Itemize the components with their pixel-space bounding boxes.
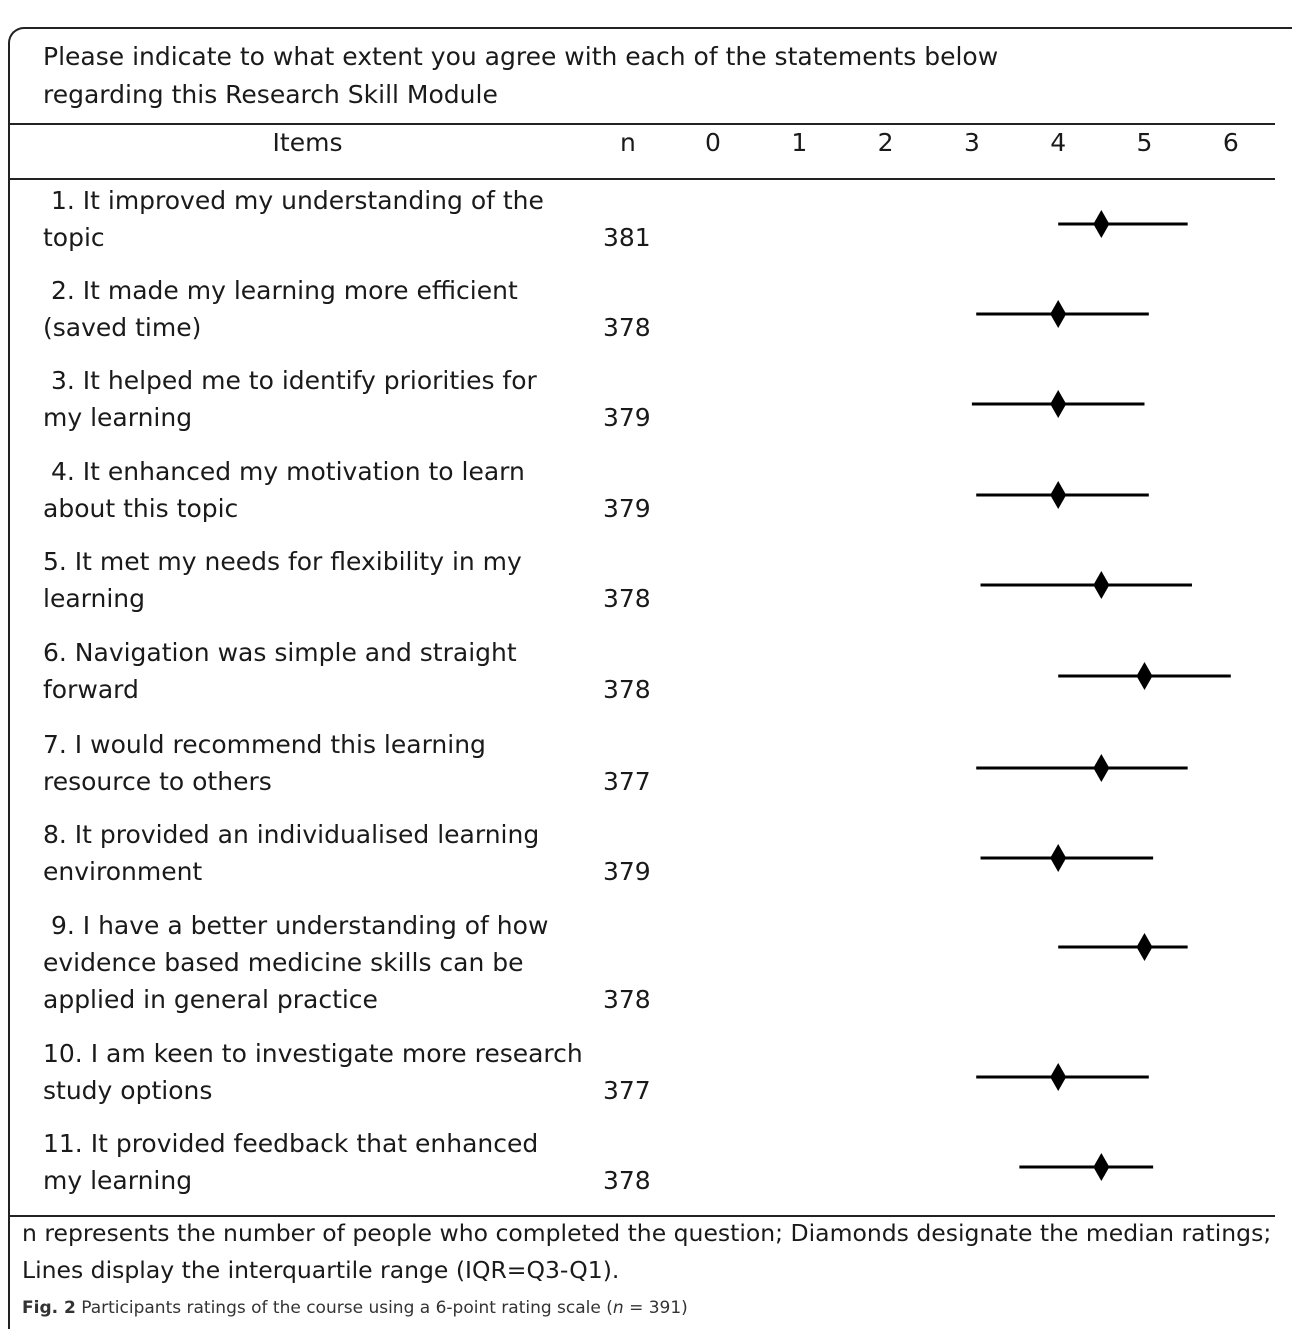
item-label-line: 3. It helped me to identify priorities f… bbox=[43, 366, 537, 395]
median-diamond bbox=[1136, 933, 1153, 961]
table-bottom-rule bbox=[10, 1215, 1275, 1217]
median-diamond bbox=[1050, 481, 1067, 509]
item-label-line: 9. I have a better understanding of how bbox=[43, 911, 549, 940]
caption-label: Fig. 2 bbox=[22, 1298, 76, 1318]
item-label: 1. It improved my understanding of the to… bbox=[43, 182, 603, 256]
item-label-line: 4. It enhanced my motivation to learn bbox=[43, 457, 525, 486]
x-tick-label: 3 bbox=[963, 128, 980, 157]
item-label-line: applied in general practice bbox=[43, 985, 378, 1014]
item-label-line: my learning bbox=[43, 403, 193, 432]
item-label-line: evidence based medicine skills can be bbox=[43, 948, 524, 977]
x-tick-label: 1 bbox=[791, 128, 808, 157]
item-label-line: resource to others bbox=[43, 767, 272, 796]
item-label: 7. I would recommend this learning resour… bbox=[43, 726, 603, 800]
item-label: 8. It provided an individualised learnin… bbox=[43, 816, 603, 890]
x-tick-label: 6 bbox=[1222, 128, 1239, 157]
median-diamond bbox=[1050, 390, 1067, 418]
item-label-line: 5. It met my needs for flexibility in my bbox=[43, 547, 522, 576]
item-label: 11. It provided feedback that enhanced my… bbox=[43, 1125, 603, 1199]
caption-text-post: = 391) bbox=[623, 1298, 688, 1318]
footnote-line-2: Lines display the interquartile range (I… bbox=[22, 1256, 620, 1284]
caption-n-symbol: n bbox=[612, 1298, 624, 1318]
item-n-value: 378 bbox=[603, 313, 651, 342]
figure-caption: Fig. 2 Participants ratings of the cours… bbox=[22, 1296, 688, 1320]
x-tick-label: 2 bbox=[877, 128, 894, 157]
footnote-line-1: n represents the number of people who co… bbox=[22, 1219, 1272, 1247]
item-label-line: study options bbox=[43, 1076, 213, 1105]
item-label-line: learning bbox=[43, 584, 145, 613]
item-n-value: 378 bbox=[603, 675, 651, 704]
median-diamond bbox=[1136, 662, 1153, 690]
item-label: 9. I have a better understanding of how e… bbox=[43, 907, 603, 1018]
item-label: 5. It met my needs for flexibility in my… bbox=[43, 543, 603, 617]
item-label: 10. I am keen to investigate more resear… bbox=[43, 1035, 603, 1109]
intro-line-1: Please indicate to what extent you agree… bbox=[43, 42, 999, 71]
median-diamond bbox=[1050, 300, 1067, 328]
item-n-value: 378 bbox=[603, 584, 651, 613]
median-diamond bbox=[1050, 844, 1067, 872]
figure-frame bbox=[8, 27, 1292, 1329]
item-n-value: 379 bbox=[603, 403, 651, 432]
header-bottom-rule bbox=[10, 178, 1275, 180]
item-label-line: 10. I am keen to investigate more resear… bbox=[43, 1039, 583, 1068]
median-diamond bbox=[1093, 210, 1110, 238]
item-label: 4. It enhanced my motivation to learn abo… bbox=[43, 453, 603, 527]
median-diamond bbox=[1093, 754, 1110, 782]
item-n-value: 377 bbox=[603, 767, 651, 796]
x-tick-label: 4 bbox=[1050, 128, 1067, 157]
item-label-line: 2. It made my learning more efficient bbox=[43, 276, 518, 305]
item-label-line: 6. Navigation was simple and straight bbox=[43, 638, 517, 667]
items-column-header: Items bbox=[272, 128, 343, 157]
n-column-header: n bbox=[620, 128, 636, 157]
item-label: 2. It made my learning more efficient (sa… bbox=[43, 272, 603, 346]
median-diamond bbox=[1050, 1063, 1067, 1091]
item-n-value: 378 bbox=[603, 985, 651, 1014]
item-label-line: my learning bbox=[43, 1166, 193, 1195]
item-label-line: 1. It improved my understanding of the bbox=[43, 186, 544, 215]
x-tick-label: 0 bbox=[705, 128, 721, 157]
header-top-rule bbox=[10, 123, 1275, 125]
item-label: 6. Navigation was simple and straight for… bbox=[43, 634, 603, 708]
item-label-line: forward bbox=[43, 675, 139, 704]
item-label: 3. It helped me to identify priorities f… bbox=[43, 362, 603, 436]
intro-line-2: regarding this Research Skill Module bbox=[43, 80, 498, 109]
item-n-value: 381 bbox=[603, 223, 651, 252]
item-label-line: 7. I would recommend this learning bbox=[43, 730, 486, 759]
item-label-line: (saved time) bbox=[43, 313, 202, 342]
item-label-line: environment bbox=[43, 857, 203, 886]
item-n-value: 379 bbox=[603, 494, 651, 523]
item-label-line: topic bbox=[43, 223, 105, 252]
caption-text-pre: Participants ratings of the course using… bbox=[75, 1298, 613, 1318]
item-n-value: 379 bbox=[603, 857, 651, 886]
median-diamond bbox=[1093, 571, 1110, 599]
item-label-line: 11. It provided feedback that enhanced bbox=[43, 1129, 539, 1158]
item-label-line: 8. It provided an individualised learnin… bbox=[43, 820, 540, 849]
item-n-value: 377 bbox=[603, 1076, 651, 1105]
figure-intro-text: Please indicate to what extent you agree… bbox=[43, 38, 1043, 114]
median-diamond bbox=[1093, 1153, 1110, 1181]
item-label-line: about this topic bbox=[43, 494, 239, 523]
footnote: n represents the number of people who co… bbox=[22, 1215, 1282, 1289]
item-n-value: 378 bbox=[603, 1166, 651, 1195]
x-tick-label: 5 bbox=[1136, 128, 1153, 157]
